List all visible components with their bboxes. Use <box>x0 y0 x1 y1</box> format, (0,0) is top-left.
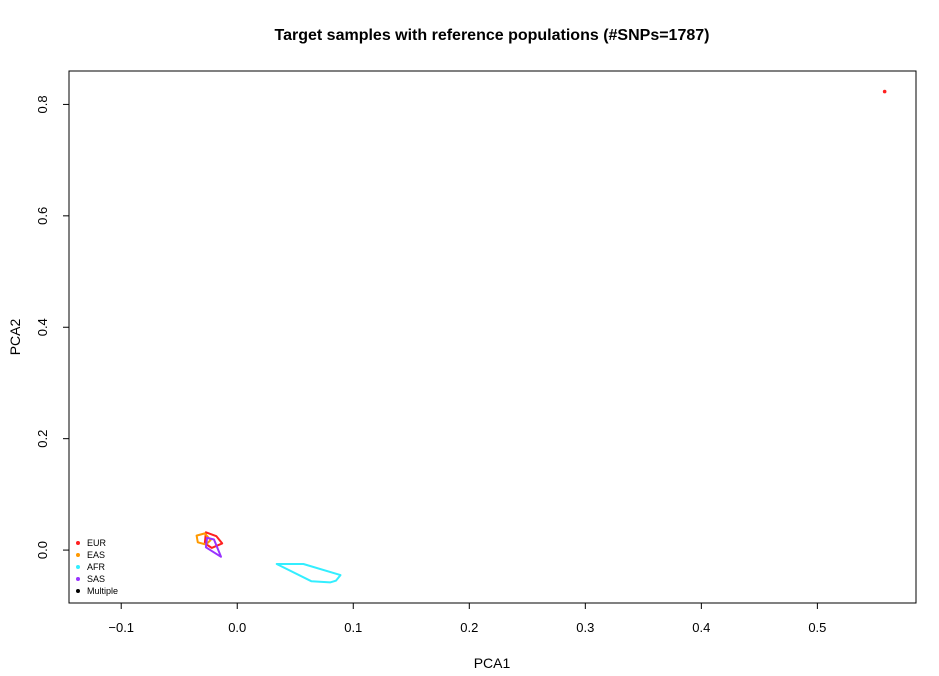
legend: EUR EAS AFR SAS Multiple <box>76 538 118 596</box>
sample-point <box>882 89 887 94</box>
y-tick-label: 0.4 <box>35 318 50 336</box>
y-axis-label: PCA2 <box>7 319 23 356</box>
points-layer <box>882 89 887 94</box>
y-tick-label: 0.2 <box>35 430 50 448</box>
x-tick-label: 0.0 <box>228 620 246 635</box>
x-tick-label: 0.1 <box>344 620 362 635</box>
y-axis: 0.0 0.2 0.4 0.6 0.8 <box>35 95 69 559</box>
chart-title: Target samples with reference population… <box>275 27 710 44</box>
legend-marker <box>76 553 80 557</box>
plot-frame <box>68 70 917 604</box>
legend-marker <box>76 577 80 581</box>
legend-marker <box>76 589 80 593</box>
legend-marker <box>76 541 80 545</box>
x-tick-label: 0.3 <box>576 620 594 635</box>
series-layer <box>195 531 342 584</box>
hull-afr <box>275 563 342 584</box>
legend-label: AFR <box>87 562 106 572</box>
legend-label: EUR <box>87 538 107 548</box>
x-axis: −0.1 0.0 0.1 0.2 0.3 0.4 0.5 <box>108 603 826 635</box>
x-axis-label: PCA1 <box>474 655 511 671</box>
legend-marker <box>76 565 80 569</box>
hull-sas <box>204 536 222 558</box>
y-tick-label: 0.6 <box>35 207 50 225</box>
x-tick-label: 0.4 <box>692 620 710 635</box>
legend-label: Multiple <box>87 586 118 596</box>
x-tick-label: 0.5 <box>808 620 826 635</box>
y-tick-label: 0.8 <box>35 95 50 113</box>
legend-label: SAS <box>87 574 105 584</box>
x-tick-label: −0.1 <box>108 620 134 635</box>
y-tick-label: 0.0 <box>35 541 50 559</box>
x-tick-label: 0.2 <box>460 620 478 635</box>
legend-label: EAS <box>87 550 105 560</box>
